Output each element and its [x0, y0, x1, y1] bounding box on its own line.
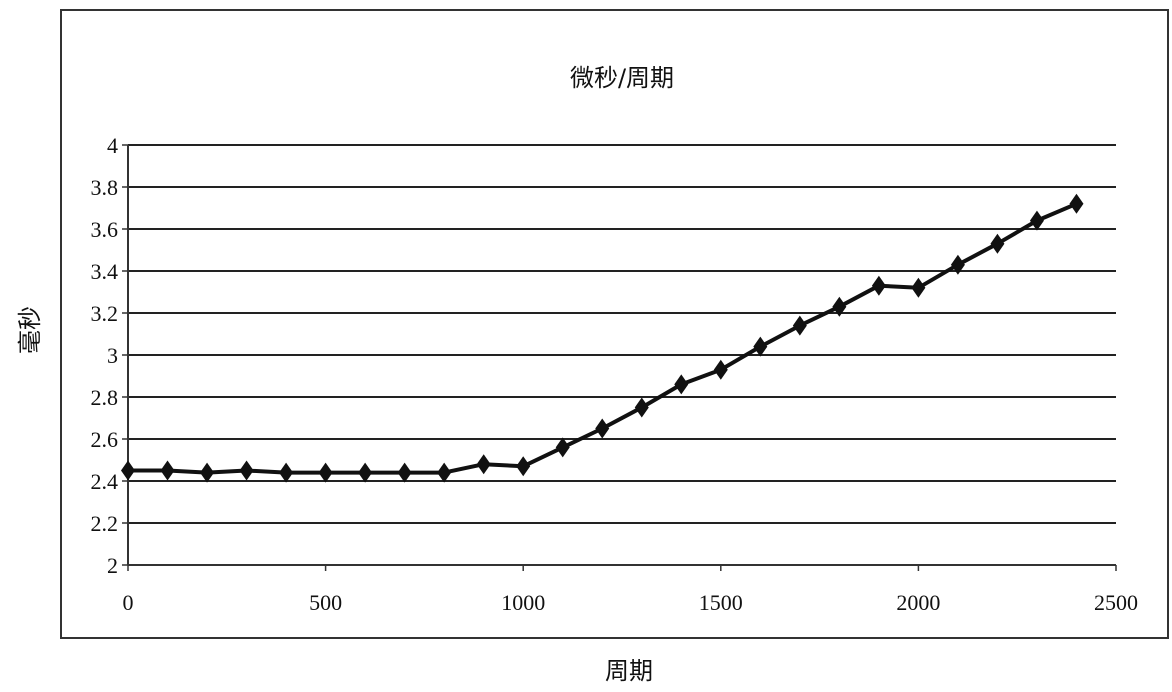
data-point	[990, 233, 1005, 254]
y-tick-label: 2.2	[91, 511, 119, 536]
data-point	[832, 296, 847, 317]
data-point	[555, 437, 570, 458]
y-tick-label: 2.6	[91, 427, 119, 452]
y-tick-label: 3.8	[91, 175, 119, 200]
y-tick-labels: 2 2.2 2.4 2.6 2.8 3 3.2 3.4 3.6 3.8 4	[91, 133, 119, 578]
outer-frame	[60, 9, 1169, 639]
data-point	[1069, 193, 1084, 214]
data-point	[160, 460, 175, 481]
data-point	[911, 277, 926, 298]
data-point	[121, 460, 135, 481]
y-tick-label: 3.4	[91, 259, 119, 284]
data-point	[595, 418, 610, 439]
data-point	[792, 315, 807, 336]
y-tick-label: 3.6	[91, 217, 119, 242]
axes	[127, 145, 1117, 571]
x-tick-label: 0	[123, 590, 134, 615]
chart-title: 微秒/周期	[570, 64, 674, 92]
y-axis-title: 毫秒	[16, 306, 44, 354]
data-point	[871, 275, 886, 296]
y-tick-label: 2.4	[91, 469, 119, 494]
data-point	[1029, 210, 1044, 231]
grid-lines	[122, 144, 1116, 566]
y-tick-label: 3	[107, 343, 118, 368]
data-point	[318, 462, 333, 483]
x-axis-title: 周期	[605, 657, 653, 685]
data-point	[397, 462, 412, 483]
x-tick-label: 1500	[699, 590, 743, 615]
data-point	[239, 460, 254, 481]
data-point	[713, 359, 728, 380]
x-tick-label: 500	[309, 590, 342, 615]
y-tick-label: 3.2	[91, 301, 119, 326]
data-point	[753, 336, 768, 357]
x-tick-label: 1000	[501, 590, 545, 615]
data-point	[516, 456, 531, 477]
data-point	[634, 397, 649, 418]
data-point	[950, 254, 965, 275]
data-point	[674, 374, 689, 395]
x-tick-labels: 0 500 1000 1500 2000 2500	[123, 590, 1139, 615]
data-point	[200, 462, 215, 483]
data-point	[279, 462, 294, 483]
data-point	[437, 462, 452, 483]
y-tick-label: 2	[107, 553, 118, 578]
data-series	[121, 193, 1084, 483]
data-point	[476, 454, 491, 475]
data-point	[358, 462, 373, 483]
y-tick-label: 4	[107, 133, 118, 158]
x-tick-label: 2000	[896, 590, 940, 615]
x-tick-label: 2500	[1094, 590, 1138, 615]
y-tick-label: 2.8	[91, 385, 119, 410]
